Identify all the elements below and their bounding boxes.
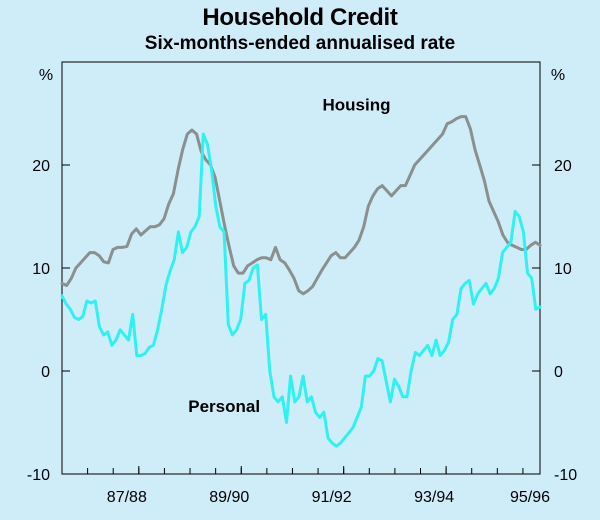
y-tick-label-right: 20 [554,158,572,175]
chart-title: Household Credit [202,4,398,31]
y-tick-label-left: -10 [27,467,50,484]
y-tick-label-right: 10 [554,261,572,278]
x-tick-label: 87/88 [107,489,147,506]
series-line-personal [60,132,542,448]
y-tick-label-right: -10 [554,467,577,484]
x-tick-label: 95/96 [510,489,550,506]
chart-subtitle: Six-months-ended annualised rate [144,33,456,54]
y-tick-label-left: 10 [32,261,50,278]
y-unit-label-right: % [551,67,565,84]
series-label-personal: Personal [188,397,260,416]
y-tick-label-right: 0 [554,364,563,381]
x-tick-label: 89/90 [209,489,249,506]
series-line-housing [60,115,542,296]
y-tick-label-left: 0 [41,364,50,381]
x-tick-label: 91/92 [312,489,352,506]
x-tick-label: 93/94 [414,489,454,506]
y-unit-label-left: % [39,67,53,84]
series-label-housing: Housing [322,95,390,114]
y-tick-label-left: 20 [32,158,50,175]
